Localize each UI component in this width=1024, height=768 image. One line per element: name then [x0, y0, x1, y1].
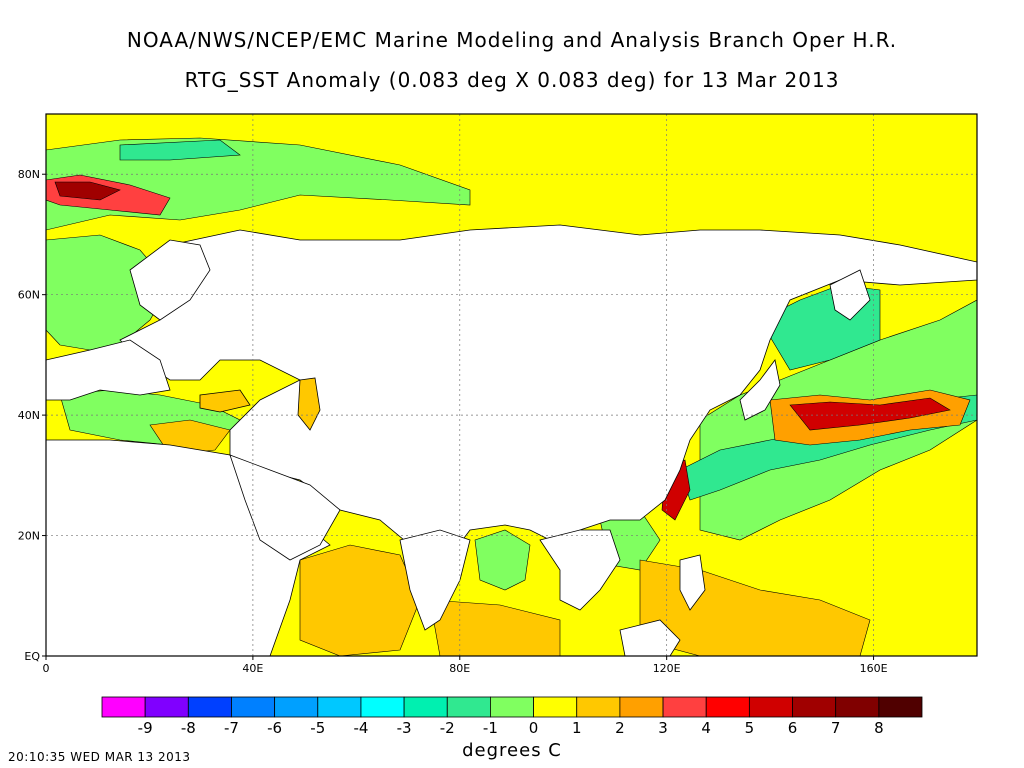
legend-swatch: [403, 696, 448, 718]
arabia-land: [229, 454, 341, 561]
legend-label: -8: [181, 719, 196, 737]
legend-label: -6: [267, 719, 282, 737]
legend-swatch: [490, 696, 534, 718]
indochina-land: [539, 529, 621, 611]
lat-tick-label: EQ: [24, 650, 40, 663]
bay-of-bengal-negative-region: [474, 529, 531, 591]
legend-swatch: [792, 696, 837, 718]
lat-tick-label: 80N: [18, 168, 40, 181]
legend-label: -4: [353, 719, 368, 737]
lon-tick-label: 80E: [449, 662, 470, 675]
legend-label: -3: [397, 719, 412, 737]
lat-tick-label: 20N: [18, 530, 40, 543]
caspian-sea: [297, 377, 321, 431]
chart-title: NOAA/NWS/NCEP/EMC Marine Modeling and An…: [126, 28, 898, 52]
grid-lines: [46, 114, 977, 656]
japan-land: [739, 359, 781, 421]
legend-swatch: [533, 696, 578, 718]
legend-label: 2: [615, 719, 625, 737]
legend-swatch: [705, 696, 750, 718]
legend-label: 4: [701, 719, 711, 737]
legend-swatch: [101, 696, 146, 718]
legend-label: 3: [658, 719, 668, 737]
legend-label: -2: [440, 719, 455, 737]
legend-swatch: [878, 696, 923, 718]
legend-label: -5: [310, 719, 325, 737]
legend-swatch: [748, 696, 793, 718]
legend-label: 0: [529, 719, 539, 737]
legend-swatch: [446, 696, 491, 718]
legend-label: -7: [224, 719, 239, 737]
timestamp: 20:10:35 WED MAR 13 2013: [8, 750, 191, 764]
legend-swatch: [231, 696, 276, 718]
black-sea: [199, 389, 251, 413]
chart-subtitle: RTG_SST Anomaly (0.083 deg X 0.083 deg) …: [184, 68, 840, 92]
philippines-land: [679, 554, 706, 611]
map-frame: [45, 113, 978, 657]
indian-ocean-warm-region: [429, 599, 561, 656]
lon-tick-label: 160E: [860, 662, 888, 675]
legend-swatch: [360, 696, 405, 718]
legend-label: -1: [483, 719, 498, 737]
legend-swatch: [317, 696, 362, 718]
india-land: [399, 529, 471, 631]
lat-tick-label: 40N: [18, 409, 40, 422]
legend-swatch: [274, 696, 319, 718]
legend-swatch: [835, 696, 880, 718]
legend-label: 8: [874, 719, 884, 737]
kuroshio-warm-core: [789, 397, 951, 431]
land-masses: [46, 224, 977, 656]
scandinavia-land: [129, 239, 211, 321]
lon-tick-label: 120E: [653, 662, 681, 675]
legend-swatch: [662, 696, 707, 718]
axis-ticks: 80N 60N 40N 20N EQ0 40E 80E 120E 160E: [18, 168, 888, 675]
legend-swatch: [144, 696, 189, 718]
legend-swatch: [619, 696, 664, 718]
norwegian-sea-core: [54, 181, 121, 201]
europe-land: [46, 339, 171, 401]
legend-label: -9: [138, 719, 153, 737]
legend-label: 7: [831, 719, 841, 737]
arabian-sea-warm-region: [299, 544, 421, 656]
units-label: degrees C: [462, 740, 562, 761]
legend-swatch: [187, 696, 232, 718]
legend-label: 5: [745, 719, 755, 737]
color-legend: -9 -8 -7 -6 -5 -4 -3 -2 -1 0 1 2 3 4 5 6 7 8: [101, 696, 923, 737]
legend-swatch: [576, 696, 621, 718]
lon-tick-label: 0: [43, 662, 50, 675]
kamchatka-land: [829, 269, 871, 321]
lon-tick-label: 40E: [242, 662, 263, 675]
lat-tick-label: 60N: [18, 289, 40, 302]
legend-label: 1: [572, 719, 582, 737]
legend-label: 6: [788, 719, 798, 737]
barents-negative-region: [119, 139, 241, 161]
borneo-land: [619, 619, 681, 656]
